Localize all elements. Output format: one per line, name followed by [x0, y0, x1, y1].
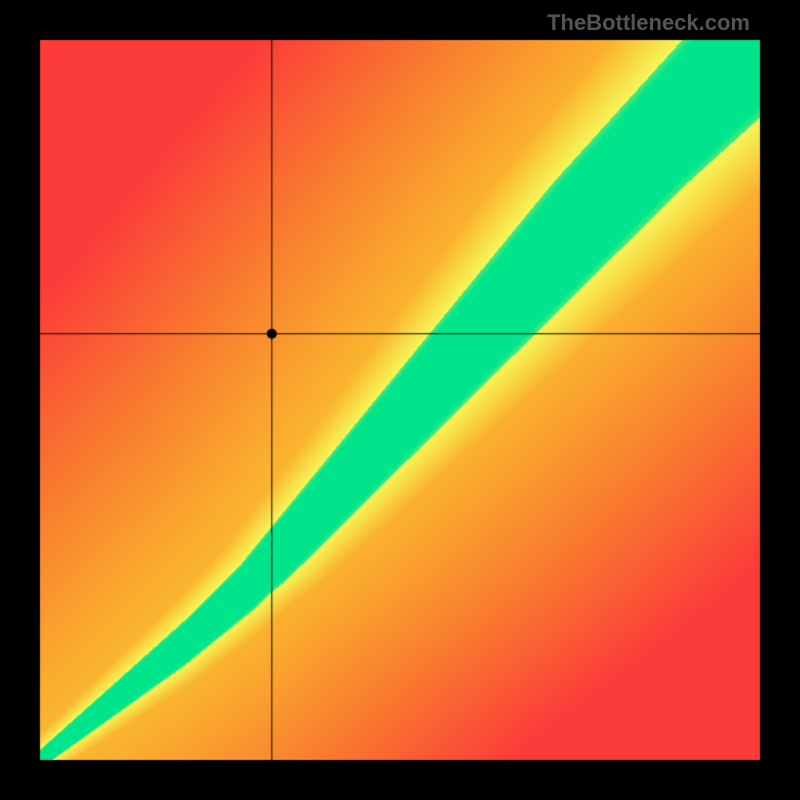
watermark-text: TheBottleneck.com — [547, 10, 750, 36]
bottleneck-heatmap: TheBottleneck.com — [0, 0, 800, 800]
heatmap-canvas — [0, 0, 800, 800]
